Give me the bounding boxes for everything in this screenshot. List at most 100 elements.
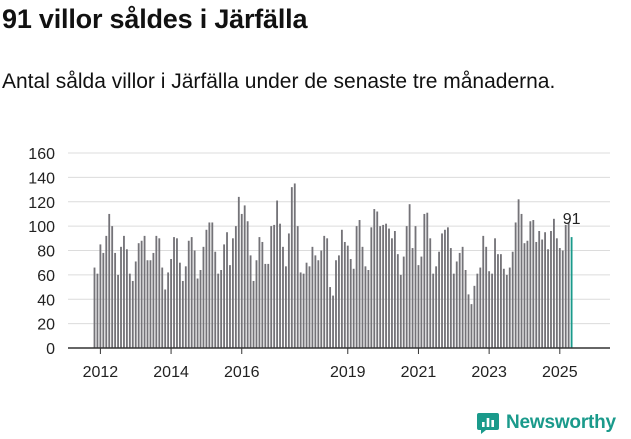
bar — [143, 235, 146, 349]
bar — [408, 204, 411, 348]
x-tick-label: 2025 — [542, 364, 578, 381]
bar — [438, 251, 440, 348]
bar — [538, 231, 541, 348]
bar — [261, 241, 264, 348]
bar — [326, 238, 329, 348]
y-tick-label: 160 — [28, 146, 55, 163]
bar — [352, 268, 355, 348]
bar — [223, 244, 225, 348]
bar — [396, 254, 399, 348]
x-axis-ticks: 2012 2014 2016 2019 2021 2023 2025 — [83, 348, 578, 381]
bar — [290, 187, 293, 349]
bar — [111, 226, 114, 349]
bar — [279, 223, 281, 348]
bar — [170, 259, 172, 348]
bar — [508, 267, 511, 348]
bar — [99, 244, 102, 348]
bar — [414, 226, 417, 349]
bar — [176, 238, 178, 348]
data-labels: 91 — [563, 211, 581, 228]
bar — [96, 273, 99, 348]
bar — [332, 295, 334, 348]
x-tick-label: 2019 — [330, 364, 366, 381]
bar — [485, 246, 488, 348]
bar — [158, 238, 161, 348]
bar — [329, 287, 332, 348]
y-tick-label: 100 — [28, 219, 55, 236]
bar — [226, 232, 228, 348]
bar — [564, 224, 567, 348]
bar — [140, 240, 143, 348]
bar — [476, 273, 479, 348]
bar — [196, 278, 199, 348]
bar — [555, 238, 558, 348]
bar — [520, 213, 523, 348]
bar — [553, 218, 555, 348]
bars — [93, 183, 573, 349]
bar — [370, 227, 373, 348]
bar — [287, 233, 290, 348]
bar — [320, 250, 323, 348]
bar — [181, 280, 184, 348]
bar — [511, 251, 514, 348]
bar — [205, 229, 208, 348]
bar — [264, 263, 267, 348]
bar — [355, 226, 358, 349]
bar — [285, 266, 287, 348]
bar — [420, 256, 423, 348]
bar — [220, 270, 223, 348]
bar — [308, 266, 311, 348]
y-tick-label: 20 — [37, 317, 55, 334]
highlight-data-label: 91 — [563, 211, 581, 228]
bar — [479, 267, 482, 348]
bar — [128, 273, 131, 348]
bar — [526, 240, 529, 348]
page-subtitle: Antal sålda villor i Järfälla under de s… — [2, 70, 556, 93]
bar — [255, 260, 258, 348]
bar — [429, 238, 432, 348]
bar — [276, 200, 279, 348]
y-axis-ticks: 0 20 40 60 80 100 120 140 160 — [28, 146, 55, 358]
bar — [93, 267, 96, 348]
bar — [293, 183, 296, 348]
bar — [152, 252, 155, 348]
bar — [187, 240, 190, 348]
bar — [467, 294, 470, 349]
bar — [120, 246, 122, 348]
y-tick-label: 60 — [37, 268, 55, 285]
y-tick-label: 0 — [46, 341, 55, 358]
bar — [296, 226, 299, 349]
bar — [155, 235, 158, 349]
bar — [217, 273, 220, 348]
bar — [488, 271, 491, 348]
bar — [373, 209, 376, 348]
bar — [423, 213, 426, 348]
bar — [388, 228, 390, 348]
bar — [117, 274, 119, 349]
bar — [535, 241, 538, 348]
brand-logo[interactable]: Newsworthy — [476, 409, 616, 437]
bar — [561, 250, 564, 348]
bar — [547, 249, 549, 348]
bar — [146, 260, 149, 348]
bar — [184, 266, 187, 348]
bar — [199, 270, 202, 348]
bar — [514, 222, 517, 348]
bar — [211, 222, 214, 348]
bar — [131, 280, 134, 348]
bar — [517, 199, 520, 348]
x-tick-label: 2014 — [153, 364, 189, 381]
bar — [411, 248, 414, 348]
bar — [432, 273, 435, 348]
bar — [455, 261, 458, 348]
bar — [385, 223, 387, 348]
bar — [273, 224, 276, 348]
bar — [461, 246, 464, 348]
bar — [232, 238, 234, 348]
bar — [340, 229, 343, 348]
x-tick-label: 2021 — [401, 364, 437, 381]
bar — [402, 256, 405, 348]
bar — [470, 304, 473, 349]
bar — [376, 211, 379, 348]
